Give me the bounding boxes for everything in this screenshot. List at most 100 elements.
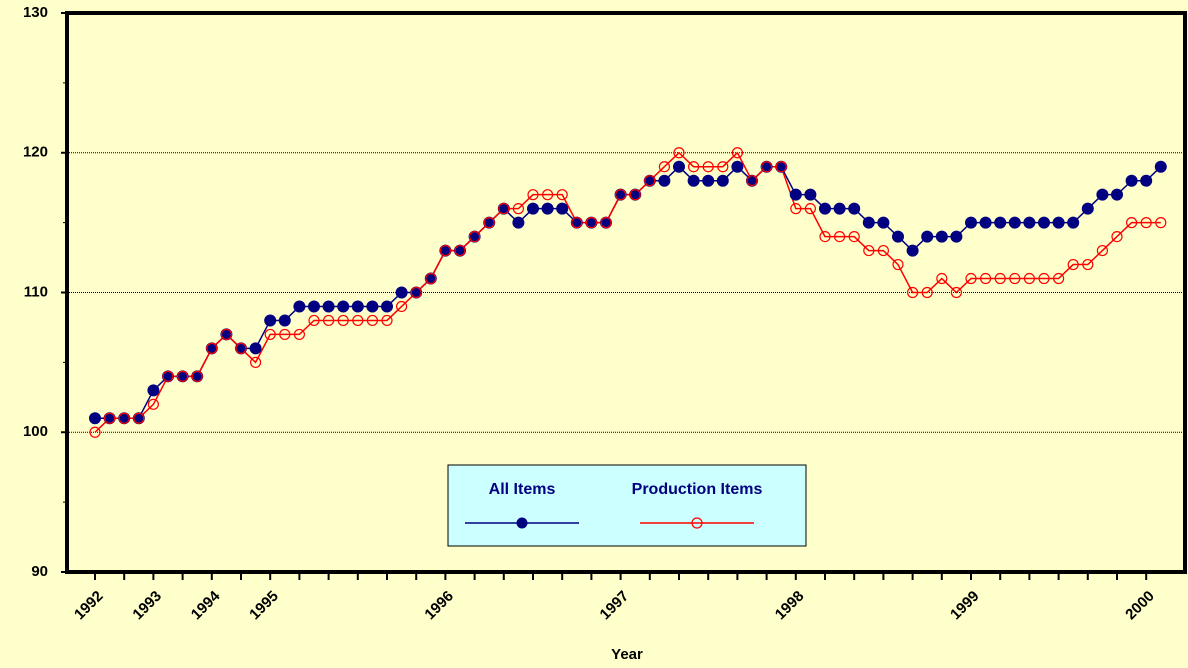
point bbox=[863, 244, 875, 257]
point bbox=[658, 161, 671, 173]
point bbox=[1082, 258, 1094, 271]
point bbox=[1052, 272, 1065, 285]
point bbox=[278, 314, 291, 327]
legend-marker bbox=[691, 517, 703, 529]
plot-border bbox=[65, 11, 1187, 574]
point bbox=[994, 272, 1006, 285]
point bbox=[600, 217, 612, 229]
point bbox=[1067, 216, 1080, 229]
point bbox=[556, 202, 569, 215]
point bbox=[629, 189, 641, 201]
point bbox=[337, 314, 349, 327]
legend-label: All Items bbox=[489, 481, 556, 498]
point bbox=[1111, 188, 1123, 201]
point bbox=[687, 161, 700, 173]
point bbox=[862, 216, 875, 229]
y-tick-label: 100 bbox=[23, 423, 48, 440]
point bbox=[410, 286, 422, 299]
point bbox=[264, 314, 277, 327]
point bbox=[118, 412, 130, 424]
point bbox=[395, 286, 408, 299]
point bbox=[819, 231, 831, 243]
point bbox=[950, 230, 963, 243]
point bbox=[293, 300, 306, 313]
point bbox=[702, 161, 714, 173]
point bbox=[790, 203, 802, 215]
point bbox=[1154, 160, 1167, 173]
point bbox=[994, 216, 1007, 229]
point bbox=[147, 398, 159, 410]
x-axis-label: Year bbox=[611, 646, 643, 663]
point bbox=[103, 412, 116, 424]
point bbox=[541, 189, 554, 201]
legend-marker bbox=[516, 517, 528, 529]
point bbox=[1125, 174, 1138, 187]
point bbox=[921, 286, 933, 299]
point bbox=[731, 147, 744, 159]
point bbox=[220, 328, 232, 341]
point bbox=[1023, 272, 1036, 285]
point bbox=[877, 216, 890, 229]
point bbox=[249, 342, 262, 355]
y-tick-label: 90 bbox=[31, 563, 48, 580]
point bbox=[308, 314, 320, 327]
point bbox=[439, 244, 451, 257]
point bbox=[833, 202, 846, 215]
point bbox=[833, 231, 846, 243]
point bbox=[322, 300, 335, 313]
point bbox=[804, 188, 817, 201]
point bbox=[396, 300, 408, 313]
point bbox=[1038, 216, 1050, 229]
point bbox=[673, 160, 685, 173]
point bbox=[527, 189, 539, 201]
point bbox=[89, 412, 101, 425]
point bbox=[571, 217, 583, 229]
point bbox=[935, 230, 948, 243]
point bbox=[906, 244, 919, 257]
point bbox=[717, 161, 729, 173]
point bbox=[1038, 272, 1050, 285]
point bbox=[1008, 216, 1021, 229]
y-tick-label: 120 bbox=[23, 144, 48, 161]
point bbox=[498, 203, 510, 215]
point bbox=[906, 286, 919, 299]
point bbox=[366, 300, 379, 313]
point bbox=[965, 216, 977, 229]
point bbox=[716, 174, 729, 187]
point bbox=[746, 175, 758, 187]
point bbox=[1009, 272, 1021, 285]
point bbox=[191, 370, 203, 382]
point bbox=[1125, 217, 1138, 229]
point bbox=[133, 412, 145, 424]
point bbox=[162, 370, 174, 382]
point bbox=[819, 202, 831, 215]
point bbox=[979, 216, 992, 229]
point bbox=[921, 230, 934, 243]
point bbox=[323, 314, 335, 327]
point bbox=[425, 272, 437, 285]
point bbox=[250, 356, 262, 368]
point bbox=[454, 244, 466, 257]
point bbox=[293, 328, 305, 341]
point bbox=[614, 189, 627, 201]
point bbox=[585, 217, 598, 229]
point bbox=[527, 202, 539, 215]
point bbox=[235, 342, 247, 354]
point bbox=[789, 188, 802, 201]
point bbox=[731, 160, 744, 173]
point bbox=[1067, 258, 1079, 271]
point bbox=[775, 161, 787, 173]
series-line bbox=[94, 151, 1161, 433]
point bbox=[337, 300, 350, 313]
point bbox=[950, 286, 963, 299]
point bbox=[1096, 244, 1109, 257]
point bbox=[89, 426, 101, 438]
point bbox=[541, 202, 554, 215]
point bbox=[206, 342, 218, 354]
point bbox=[848, 231, 860, 243]
legend-label: Production Items bbox=[632, 481, 763, 498]
point bbox=[687, 174, 700, 187]
point bbox=[658, 174, 671, 187]
point bbox=[644, 175, 656, 187]
